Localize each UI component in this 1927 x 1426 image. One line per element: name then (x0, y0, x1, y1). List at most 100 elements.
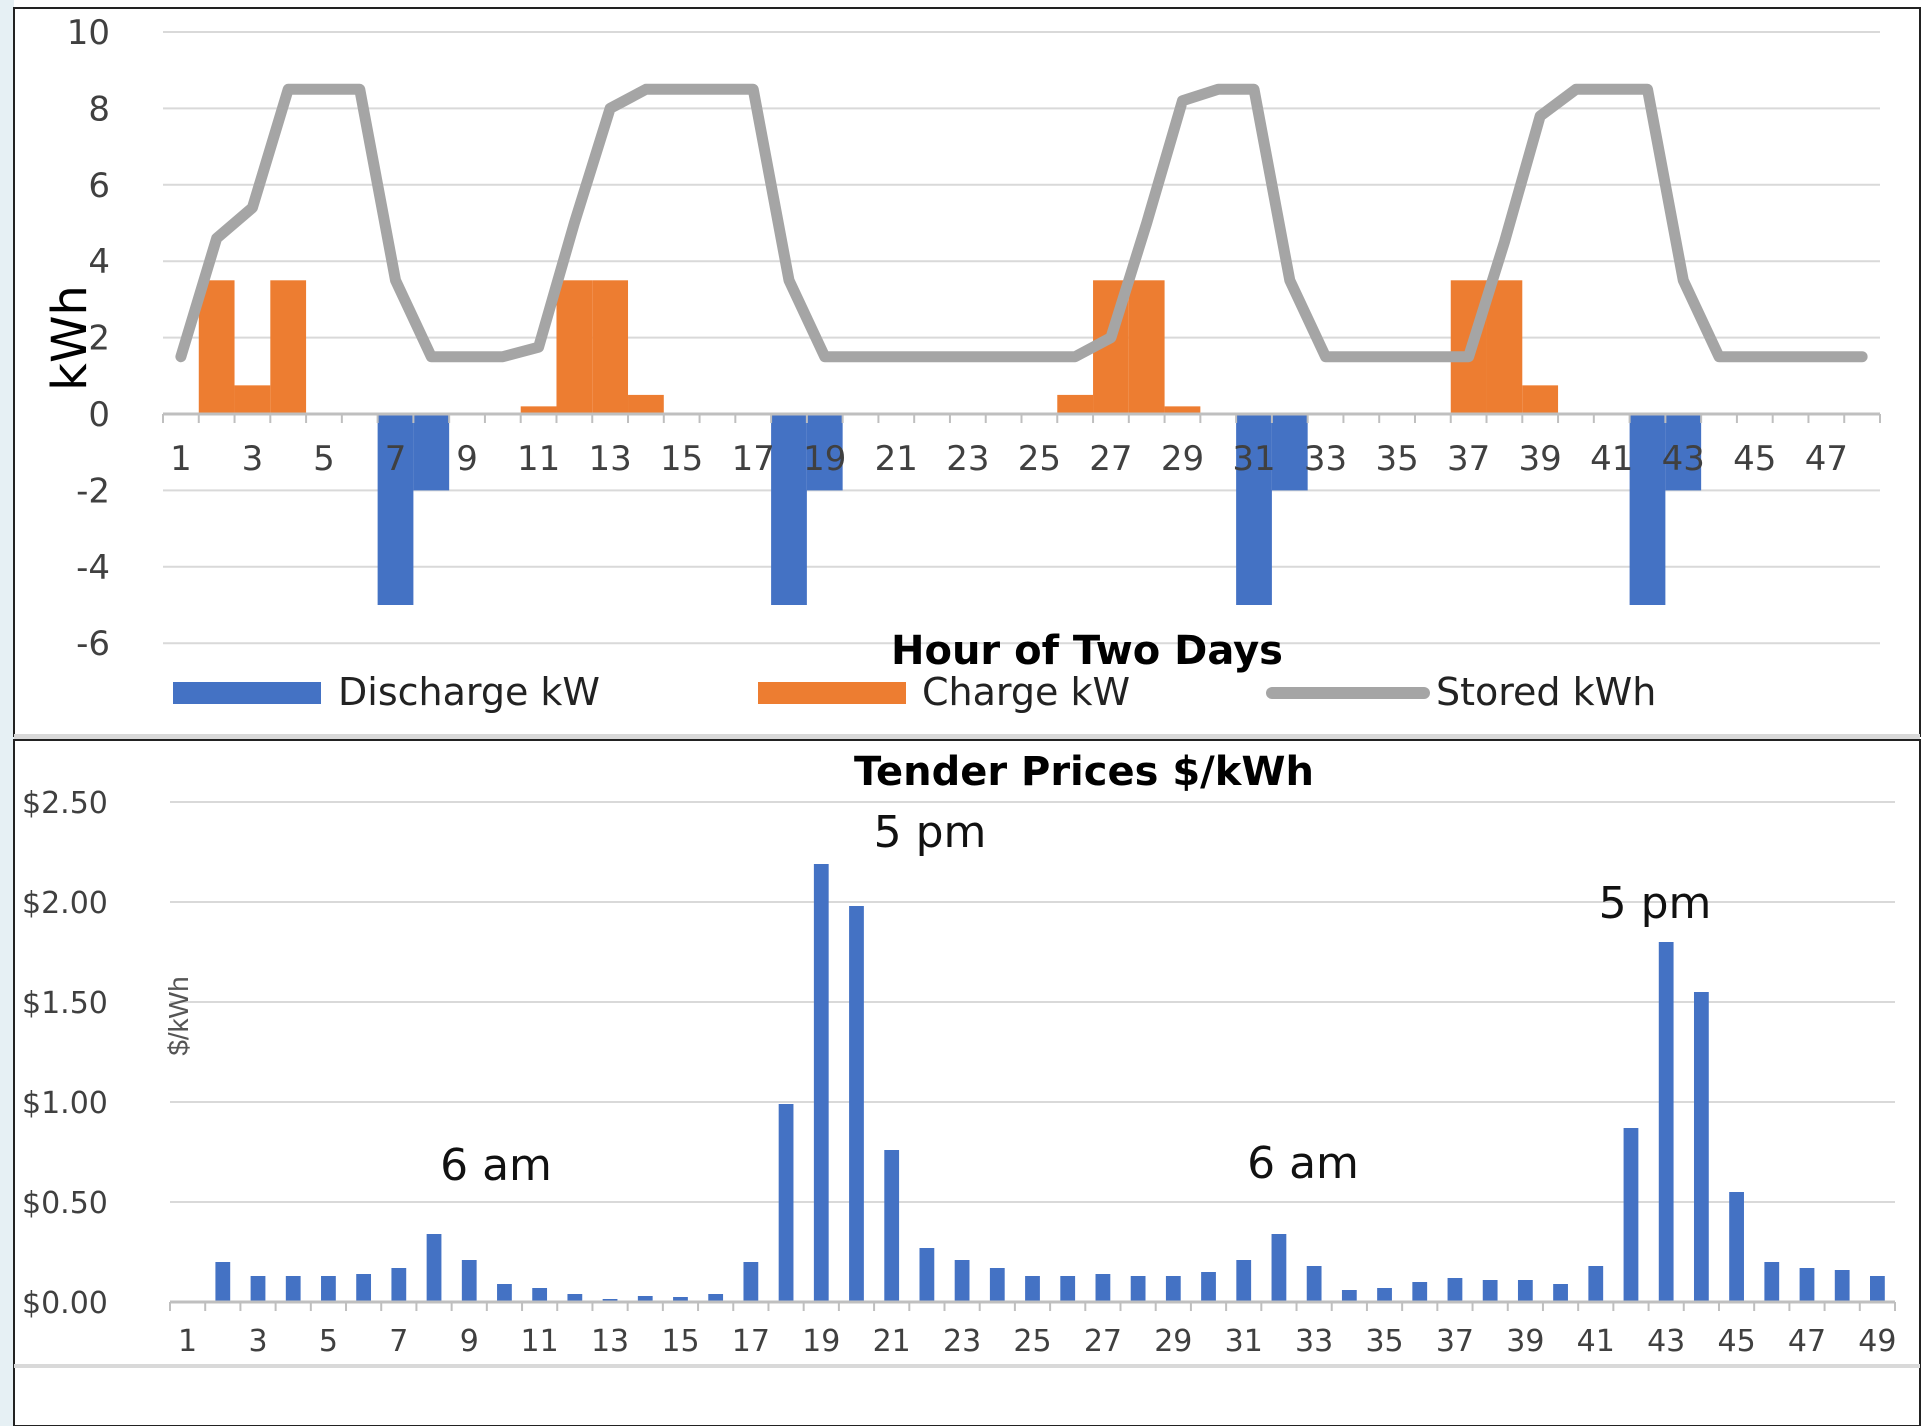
stored-kwh-series-line (175, 83, 1868, 363)
bottom-x-tick: 23 (943, 1324, 981, 1359)
price-bar (1729, 1192, 1744, 1302)
price-bar (884, 1150, 900, 1302)
top-y-tick: 8 (88, 89, 110, 129)
price-bar (356, 1274, 372, 1302)
price-bar (673, 1297, 688, 1302)
top-x-axis-title: Hour of Two Days (891, 628, 1283, 674)
charge-bar (1486, 280, 1523, 414)
top-y-tick: 6 (88, 166, 110, 206)
bottom-x-tick: 3 (248, 1324, 267, 1359)
top-x-tick: 23 (946, 439, 989, 479)
discharge-bar (413, 414, 450, 491)
price-bar (708, 1294, 724, 1302)
bottom-y-tick: $0.50 (22, 1186, 108, 1221)
price-bars (215, 864, 1885, 1302)
discharge-bar (771, 414, 807, 605)
bottom-x-tick: 33 (1295, 1324, 1333, 1359)
price-bar (813, 864, 829, 1302)
price-bar (285, 1276, 301, 1302)
charge-bar (520, 406, 557, 414)
price-bar (1517, 1280, 1533, 1302)
bottom-y-tick: $2.00 (22, 886, 108, 921)
price-bar (461, 1260, 477, 1302)
bottom-x-tick: 15 (661, 1324, 699, 1359)
bottom-y-tick-labels: $2.50 $2.00 $1.50 $1.00 $0.50 $0.00 (22, 786, 108, 1321)
legend-swatch-charge (758, 682, 906, 704)
bottom-y-tick: $0.00 (22, 1286, 108, 1321)
price-bar (919, 1248, 935, 1302)
discharge-bar (806, 414, 843, 491)
price-bar (1130, 1276, 1146, 1302)
price-bar (391, 1268, 407, 1302)
legend-label-charge: Charge kW (922, 670, 1130, 714)
bottom-x-tick: 37 (1436, 1324, 1474, 1359)
top-x-tick: 5 (313, 439, 335, 479)
top-y-tick: -6 (76, 624, 110, 664)
charge-bar (198, 280, 235, 414)
bottom-x-tick: 19 (802, 1324, 840, 1359)
price-bar (1834, 1270, 1850, 1302)
top-x-tick: 15 (660, 439, 703, 479)
top-x-tick: 21 (875, 439, 918, 479)
price-bar (1060, 1276, 1076, 1302)
top-y-tick: 2 (88, 319, 110, 359)
charge-bar (1522, 385, 1559, 414)
bottom-x-tick: 1 (178, 1324, 197, 1359)
bottom-x-tick: 35 (1365, 1324, 1403, 1359)
top-x-tick: 31 (1232, 439, 1275, 479)
top-x-tick: 45 (1733, 439, 1776, 479)
price-bar (215, 1262, 231, 1302)
bottom-x-tick: 21 (873, 1324, 911, 1359)
price-bar (1870, 1276, 1885, 1302)
annotation-6am-day2: 6 am (1247, 1138, 1359, 1189)
top-y-tick: -4 (76, 548, 110, 588)
top-x-tick: 13 (589, 439, 632, 479)
price-bar (250, 1276, 266, 1302)
top-y-tick: 4 (88, 242, 110, 282)
price-bar (778, 1104, 794, 1302)
price-bar (743, 1262, 759, 1302)
price-bar (567, 1294, 583, 1302)
top-x-tick: 19 (803, 439, 846, 479)
charge-bar (556, 280, 593, 414)
bottom-x-tick: 29 (1154, 1324, 1192, 1359)
discharge-bar (1236, 414, 1272, 605)
top-x-tick: 11 (517, 439, 560, 479)
top-x-tick: 41 (1590, 439, 1633, 479)
legend-swatch-discharge (173, 682, 321, 704)
price-bar (1377, 1288, 1392, 1302)
annotation-6am-day1: 6 am (440, 1140, 552, 1191)
price-bar (1623, 1128, 1639, 1302)
price-bar (637, 1296, 653, 1302)
price-bar (1165, 1276, 1181, 1302)
bottom-x-tick: 47 (1788, 1324, 1826, 1359)
top-x-tick: 9 (456, 439, 478, 479)
top-y-axis-label: kWh (42, 285, 98, 391)
bottom-x-tick: 39 (1506, 1324, 1544, 1359)
bottom-x-tick: 7 (389, 1324, 408, 1359)
top-x-tick: 29 (1161, 439, 1204, 479)
price-bar (1447, 1278, 1463, 1302)
price-bar (321, 1276, 336, 1302)
discharge-bars (377, 414, 1702, 605)
bottom-y-axis-label: $/kWh (163, 976, 194, 1055)
top-y-tick: 0 (88, 395, 110, 435)
price-bar (1693, 992, 1709, 1302)
tender-prices-chart: Tender Prices $/kWh $2.50 $2.00 $1.50 $1.00… (22, 749, 1896, 1359)
price-bar (1271, 1234, 1287, 1302)
discharge-bar (1665, 414, 1702, 491)
bottom-x-tick: 25 (1013, 1324, 1051, 1359)
bottom-x-tick-labels: 1 3 5 7 9 11 13 15 17 19 21 23 25 27 29 31 33 35 37 39 41 43 4… (178, 1324, 1896, 1359)
top-x-tick: 35 (1375, 439, 1418, 479)
price-bar (1306, 1266, 1322, 1302)
price-bar (1799, 1268, 1815, 1302)
top-x-tick: 39 (1519, 439, 1562, 479)
left-edge-tint (0, 0, 14, 1426)
annotation-5pm-day1: 5 pm (874, 807, 987, 858)
bottom-x-tick: 41 (1577, 1324, 1615, 1359)
price-bar (1236, 1260, 1252, 1302)
discharge-bar (377, 414, 414, 605)
bottom-x-tick: 31 (1225, 1324, 1263, 1359)
